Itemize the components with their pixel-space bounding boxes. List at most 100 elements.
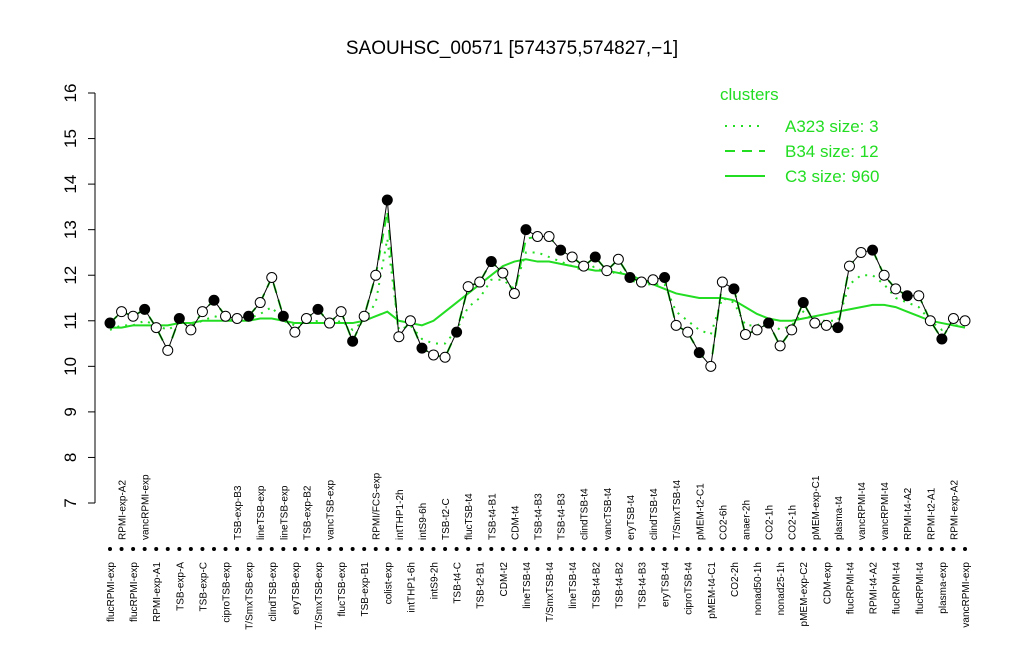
y-tick-label: 16 (61, 84, 80, 103)
y-tick-label: 9 (61, 407, 80, 416)
x-tick-label: CDM-exp (822, 562, 833, 605)
x-tick-label: vancTSB-t4 (603, 487, 614, 540)
rug-mark (362, 547, 367, 551)
data-point (485, 256, 497, 268)
rug-mark (928, 547, 933, 551)
rug-mark (327, 547, 332, 551)
x-tick-label: lineTSB-exp (256, 485, 267, 540)
data-point (185, 324, 197, 336)
data-point (532, 231, 543, 242)
data-point (208, 294, 220, 306)
x-tick-label: RPMI-exp-A2 (949, 480, 960, 540)
rug-mark (200, 547, 205, 551)
data-point (913, 290, 925, 302)
data-point (924, 315, 936, 327)
data-point (393, 331, 405, 343)
x-tick-label: CO2-2h (730, 562, 741, 597)
x-tick-label: TSB-t4-B3 (534, 493, 545, 540)
data-point (682, 326, 694, 338)
x-tick-label: T/SmxTSB-exp (245, 562, 256, 630)
data-point (786, 324, 798, 336)
data-point (763, 317, 775, 329)
legend-label: A323 size: 3 (785, 117, 879, 136)
data-point (555, 244, 567, 256)
rug-mark (674, 547, 679, 551)
data-point (150, 322, 162, 334)
data-point (635, 276, 647, 288)
rug-mark (801, 547, 806, 551)
x-tick-label: RPMI/FCS-exp (372, 472, 383, 540)
data-point (127, 310, 139, 322)
data-point (381, 194, 393, 206)
rug-mark (870, 547, 875, 551)
rug-mark (905, 547, 910, 551)
data-point (774, 340, 786, 352)
x-tick-label: flucTSB-t4 (464, 493, 475, 540)
rug-mark (477, 547, 482, 551)
rug-mark (604, 547, 609, 551)
rug-mark (593, 547, 598, 551)
x-tick-label: flucTSB-exp (337, 562, 348, 617)
data-point (739, 328, 751, 340)
x-tick-label: TSB-t2-B1 (476, 562, 487, 609)
rug-mark (951, 547, 956, 551)
x-tick-label: lineTSB-t4 (522, 562, 533, 609)
x-tick-label: plasma-exp (938, 562, 949, 614)
data-point (601, 265, 613, 277)
rug-mark (443, 547, 448, 551)
data-point (474, 276, 486, 288)
line (109, 199, 966, 368)
legend-label: C3 size: 960 (785, 167, 880, 186)
x-tick-label: RPMI-t4-A2 (869, 562, 880, 615)
rug-mark (408, 547, 413, 551)
rug-mark (616, 547, 621, 551)
data-point (416, 342, 428, 354)
data-point (520, 224, 532, 236)
x-tick-label: TSB-t4-B3 (557, 493, 568, 540)
x-tick-label: vancRPMI-t4 (880, 482, 891, 540)
x-tick-label: eryTSB-exp (291, 562, 302, 615)
data-point (347, 335, 359, 347)
data-point (404, 315, 416, 327)
x-tick-label: TSB-t4-B2 (591, 562, 602, 609)
y-tick-label: 13 (61, 220, 80, 239)
x-tick-label: nonad50-1h (753, 562, 764, 615)
x-tick-label: clindTSB-t4 (649, 488, 660, 540)
data-point (231, 313, 243, 324)
data-point (612, 253, 624, 265)
data-point (462, 281, 474, 293)
x-tick-label: ciproTSB-t4 (684, 562, 695, 615)
x-tick-label: TSB-exp-A (175, 562, 186, 611)
rug-mark (882, 547, 887, 551)
data-point (370, 269, 382, 281)
rug-mark (824, 547, 829, 551)
rug-mark (708, 547, 713, 551)
x-tick-label: TSB-t4-B2 (614, 562, 625, 609)
x-tick-label: vancRPMI-exp (141, 474, 152, 540)
x-tick-label: TSB-t4-C (453, 562, 464, 604)
rug-mark (685, 547, 690, 551)
data-point (566, 251, 578, 263)
x-tick-label: lineTSB-t4 (568, 562, 579, 609)
x-tick-label: eryTSB-t4 (626, 495, 637, 540)
data-point (843, 260, 855, 272)
data-point (300, 313, 312, 324)
legend-title: clusters (720, 85, 779, 104)
x-tick-label: TSB-t4-B3 (637, 562, 648, 609)
data-point (324, 317, 336, 329)
x-tick-label: intTHP1-2h (395, 489, 406, 540)
rug-mark (211, 547, 216, 551)
x-tick-label: flucRPMI-t4 (892, 562, 903, 615)
data-point (670, 319, 682, 331)
x-tick-label: flucRPMI-exp (106, 562, 117, 622)
rug-mark (454, 547, 459, 551)
rug-mark (570, 547, 575, 551)
rug-mark (651, 547, 656, 551)
legend-label: B34 size: 12 (785, 142, 879, 161)
rug-mark (812, 547, 817, 551)
x-tick-label: TSB-exp-C (198, 562, 209, 611)
data-point (878, 269, 890, 281)
x-tick-label: T/SmxTSB-exp (314, 562, 325, 630)
rug-mark (431, 547, 436, 551)
rug-mark (500, 547, 505, 551)
